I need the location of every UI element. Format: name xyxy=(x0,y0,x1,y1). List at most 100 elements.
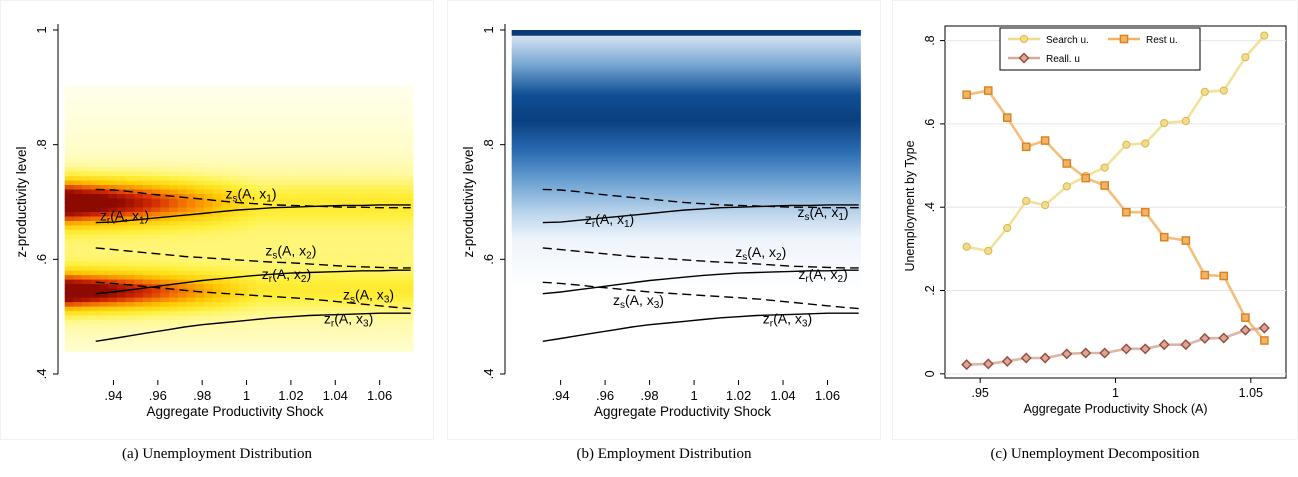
heatmap-cell xyxy=(186,134,196,140)
heatmap-cell xyxy=(291,179,301,185)
heatmap-cell xyxy=(256,94,266,100)
heatmap-cell xyxy=(230,152,240,158)
heatmap-cell xyxy=(177,175,188,181)
heatmap-cell xyxy=(256,125,266,131)
heatmap-cell xyxy=(125,238,135,244)
heatmap-cell xyxy=(325,202,336,208)
heatmap-cell xyxy=(99,148,109,154)
heatmap-cell xyxy=(99,161,109,167)
heatmap-cell xyxy=(352,346,362,352)
heatmap-cell xyxy=(264,94,275,100)
heatmap-cell xyxy=(291,256,301,262)
heatmap-cell xyxy=(256,170,266,176)
a-x-tick-label: .96 xyxy=(149,388,167,403)
heatmap-cell xyxy=(247,94,257,100)
heatmap-cell xyxy=(73,346,83,352)
heatmap-cell xyxy=(299,328,309,334)
heatmap-cell xyxy=(186,288,196,294)
heatmap-cell xyxy=(308,233,318,239)
heatmap-cell xyxy=(256,98,266,104)
heatmap-cell xyxy=(317,152,327,158)
heatmap-cell xyxy=(125,265,135,271)
heatmap-cell xyxy=(125,206,135,212)
heatmap-cell xyxy=(317,337,327,343)
heatmap-cell xyxy=(256,152,266,158)
heatmap-cell xyxy=(299,247,309,253)
heatmap-cell xyxy=(108,202,118,208)
heatmap-cell xyxy=(90,229,101,235)
heatmap-cell xyxy=(282,94,292,100)
heatmap-cell xyxy=(134,301,144,307)
heatmap-cell xyxy=(230,112,240,118)
heatmap-cell xyxy=(143,197,153,203)
heatmap-cell xyxy=(230,252,240,258)
heatmap-cell xyxy=(273,279,283,285)
heatmap-cell xyxy=(352,206,362,212)
heatmap-cell xyxy=(395,274,405,280)
heatmap-cell xyxy=(169,274,179,280)
heatmap-cell xyxy=(151,197,161,203)
heatmap-cell xyxy=(325,188,336,194)
heatmap-cell xyxy=(273,98,283,104)
heatmap-cell xyxy=(325,94,336,100)
caption-b: (b) Employment Distribution xyxy=(576,446,752,462)
heatmap-cell xyxy=(177,161,188,167)
heatmap-cell xyxy=(360,346,370,352)
heatmap-cell xyxy=(221,166,231,172)
heatmap-cell xyxy=(143,315,153,321)
heatmap-cell xyxy=(369,283,379,289)
heatmap-cell xyxy=(256,288,266,294)
heatmap-cell xyxy=(134,342,144,348)
heatmap-cell xyxy=(230,315,240,321)
heatmap-cell xyxy=(264,175,275,181)
c-point-restu xyxy=(1159,232,1169,242)
heatmap-cell xyxy=(352,279,362,285)
heatmap-cell xyxy=(195,103,205,109)
heatmap-cell xyxy=(204,161,214,167)
heatmap-cell xyxy=(134,319,144,325)
heatmap-cell xyxy=(82,202,92,208)
heatmap-cell xyxy=(299,211,309,217)
heatmap-cell xyxy=(238,148,249,154)
heatmap-cell xyxy=(212,157,222,163)
heatmap-cell xyxy=(299,112,309,118)
heatmap-cell xyxy=(386,247,397,253)
heatmap-cell xyxy=(273,297,283,303)
heatmap-cell xyxy=(395,215,405,221)
heatmap-cell xyxy=(160,337,170,343)
heatmap-cell xyxy=(291,112,301,118)
heatmap-cell xyxy=(264,233,275,239)
heatmap-cell xyxy=(177,98,188,104)
heatmap-cell xyxy=(160,179,170,185)
heatmap-cell xyxy=(247,346,257,352)
heatmap-cell xyxy=(169,157,179,163)
heatmap-cell xyxy=(404,229,414,235)
heatmap-cell xyxy=(343,247,353,253)
heatmap-cell xyxy=(325,301,336,307)
heatmap-cell xyxy=(291,161,301,167)
heatmap-cell xyxy=(378,301,388,307)
heatmap-cell xyxy=(151,139,161,145)
heatmap-cell xyxy=(264,157,275,163)
heatmap-cell xyxy=(151,252,161,258)
c-point-searchu xyxy=(1200,87,1209,96)
heatmap-cell xyxy=(204,107,214,113)
heatmap-cell xyxy=(195,121,205,127)
heatmap-cell xyxy=(82,143,92,149)
heatmap-cell xyxy=(325,274,336,280)
heatmap-cell xyxy=(186,243,196,249)
heatmap-cell xyxy=(334,116,344,122)
heatmap-cell xyxy=(395,328,405,334)
heatmap-cell xyxy=(352,89,362,95)
heatmap-cell xyxy=(291,342,301,348)
heatmap-cell xyxy=(186,202,196,208)
heatmap-cell xyxy=(125,252,135,258)
heatmap-cell xyxy=(299,342,309,348)
heatmap-cell xyxy=(325,85,336,91)
heatmap-cell xyxy=(369,342,379,348)
heatmap-cell xyxy=(151,270,161,276)
heatmap-cell xyxy=(238,202,249,208)
heatmap-cell xyxy=(308,134,318,140)
heatmap-cell xyxy=(151,206,161,212)
c-point-searchu xyxy=(1219,86,1228,95)
